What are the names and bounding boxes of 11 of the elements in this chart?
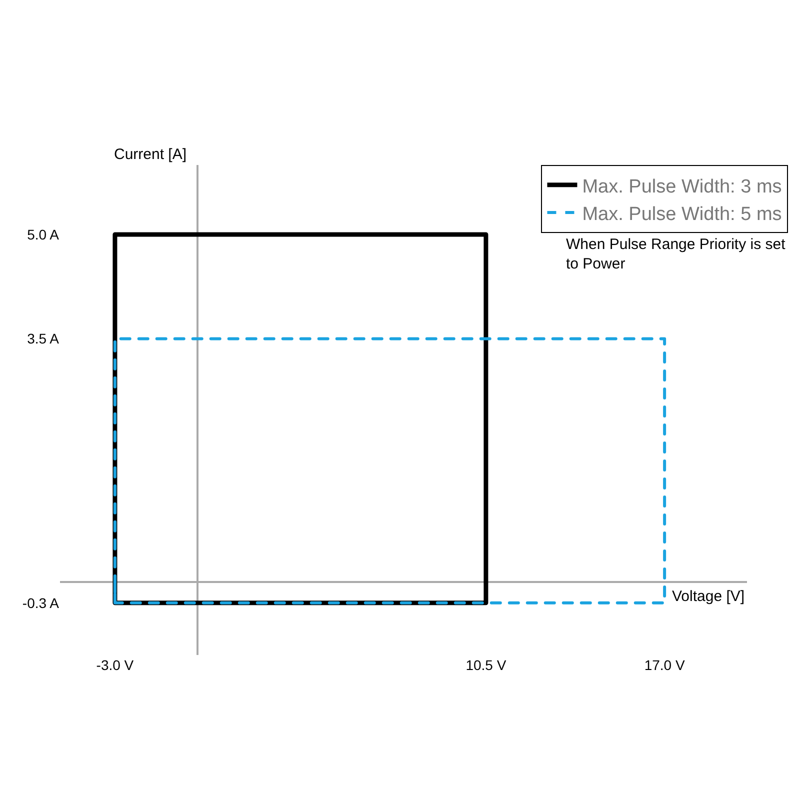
x-tick-label: 10.5 V	[466, 657, 507, 673]
x-tick-label: -3.0 V	[96, 657, 134, 673]
x-axis-title: Voltage [V]	[672, 588, 745, 605]
legend-label: Max. Pulse Width: 5 ms	[582, 204, 782, 225]
x-tick-label: 17.0 V	[644, 657, 686, 673]
y-tick-label: 5.0 A	[27, 226, 60, 242]
y-axis-title: Current [A]	[114, 146, 187, 163]
annotation: When Pulse Range Priority is set to Power	[566, 236, 786, 272]
y-tick-label: -0.3 A	[22, 594, 60, 611]
legend-label: Max. Pulse Width: 3 ms	[582, 176, 782, 198]
y-tick-label: 3.5 A	[27, 330, 60, 347]
